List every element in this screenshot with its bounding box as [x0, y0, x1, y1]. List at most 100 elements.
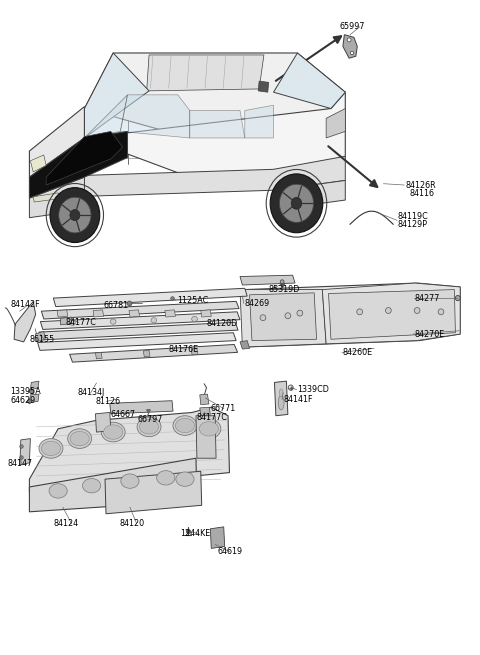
- Polygon shape: [196, 416, 216, 458]
- Polygon shape: [240, 290, 326, 347]
- Ellipse shape: [104, 425, 123, 440]
- Polygon shape: [84, 92, 345, 177]
- Ellipse shape: [70, 320, 75, 326]
- Ellipse shape: [279, 389, 283, 397]
- Ellipse shape: [39, 439, 63, 458]
- Ellipse shape: [285, 313, 291, 319]
- Ellipse shape: [137, 417, 161, 437]
- Ellipse shape: [49, 483, 67, 498]
- Ellipse shape: [291, 197, 302, 209]
- Text: 84260E: 84260E: [343, 348, 373, 357]
- Text: 85319D: 85319D: [269, 285, 300, 294]
- Polygon shape: [29, 394, 39, 403]
- Ellipse shape: [385, 308, 391, 314]
- Ellipse shape: [157, 471, 175, 485]
- Polygon shape: [250, 293, 317, 341]
- Ellipse shape: [270, 174, 323, 233]
- Polygon shape: [343, 35, 357, 58]
- Ellipse shape: [357, 309, 362, 315]
- Polygon shape: [46, 132, 123, 185]
- Ellipse shape: [101, 422, 125, 442]
- Polygon shape: [37, 333, 236, 350]
- Ellipse shape: [288, 385, 293, 390]
- Polygon shape: [14, 301, 36, 342]
- Ellipse shape: [140, 420, 158, 434]
- Text: 84177C: 84177C: [65, 318, 96, 327]
- Ellipse shape: [70, 210, 80, 221]
- Text: 84129P: 84129P: [398, 219, 428, 229]
- Polygon shape: [129, 310, 140, 317]
- Ellipse shape: [197, 419, 221, 439]
- Polygon shape: [326, 109, 345, 138]
- Text: 84270E: 84270E: [415, 329, 445, 339]
- Text: 64619: 64619: [217, 547, 242, 556]
- Polygon shape: [274, 53, 345, 109]
- Text: 65997: 65997: [340, 22, 365, 31]
- Ellipse shape: [83, 479, 101, 493]
- Polygon shape: [40, 312, 240, 329]
- Polygon shape: [29, 132, 128, 198]
- Text: 66797: 66797: [138, 415, 163, 424]
- Ellipse shape: [278, 396, 284, 410]
- Ellipse shape: [50, 187, 100, 242]
- Text: 64667: 64667: [111, 410, 136, 419]
- Polygon shape: [190, 111, 245, 138]
- Polygon shape: [29, 177, 84, 217]
- Polygon shape: [30, 155, 46, 172]
- Ellipse shape: [414, 308, 420, 314]
- Polygon shape: [29, 458, 197, 512]
- Polygon shape: [96, 352, 102, 359]
- Text: 1125AC: 1125AC: [177, 295, 208, 305]
- Text: 84147: 84147: [8, 459, 33, 468]
- Ellipse shape: [280, 280, 284, 284]
- Ellipse shape: [151, 318, 157, 323]
- Polygon shape: [84, 95, 128, 138]
- Polygon shape: [120, 95, 190, 138]
- Polygon shape: [110, 401, 173, 414]
- Polygon shape: [210, 527, 225, 548]
- Ellipse shape: [175, 419, 194, 433]
- Polygon shape: [93, 310, 104, 317]
- Polygon shape: [29, 107, 84, 177]
- Text: 84124: 84124: [53, 519, 78, 528]
- Ellipse shape: [121, 474, 139, 488]
- Ellipse shape: [350, 51, 354, 54]
- Polygon shape: [20, 439, 30, 465]
- Polygon shape: [53, 288, 247, 307]
- Ellipse shape: [297, 310, 303, 316]
- Ellipse shape: [199, 422, 218, 436]
- Polygon shape: [84, 53, 149, 138]
- Polygon shape: [70, 345, 238, 362]
- Polygon shape: [275, 381, 288, 416]
- Polygon shape: [245, 105, 274, 138]
- Text: 1339CD: 1339CD: [298, 385, 329, 394]
- Ellipse shape: [70, 432, 89, 446]
- Ellipse shape: [260, 315, 266, 321]
- Polygon shape: [240, 341, 250, 349]
- Text: 84277: 84277: [415, 293, 440, 303]
- Text: 13395A: 13395A: [10, 387, 41, 396]
- Text: 84120: 84120: [120, 519, 144, 528]
- Polygon shape: [39, 322, 238, 340]
- Text: 84126R: 84126R: [405, 181, 436, 189]
- Text: 84141F: 84141F: [283, 395, 312, 404]
- Text: 84116: 84116: [410, 189, 435, 198]
- Polygon shape: [258, 81, 269, 92]
- Text: 84119C: 84119C: [398, 212, 429, 221]
- Polygon shape: [30, 381, 39, 390]
- Text: 84177C: 84177C: [197, 413, 228, 422]
- Polygon shape: [96, 413, 111, 432]
- Polygon shape: [201, 310, 211, 317]
- Polygon shape: [57, 310, 68, 317]
- Ellipse shape: [59, 197, 91, 233]
- Polygon shape: [105, 472, 202, 514]
- Polygon shape: [29, 407, 229, 492]
- Polygon shape: [41, 301, 239, 319]
- Text: 86155: 86155: [29, 335, 55, 344]
- Polygon shape: [323, 283, 460, 344]
- Ellipse shape: [173, 416, 197, 436]
- Polygon shape: [274, 180, 345, 210]
- Ellipse shape: [456, 295, 460, 301]
- Text: 66771: 66771: [210, 404, 236, 413]
- Text: 64629: 64629: [10, 396, 36, 405]
